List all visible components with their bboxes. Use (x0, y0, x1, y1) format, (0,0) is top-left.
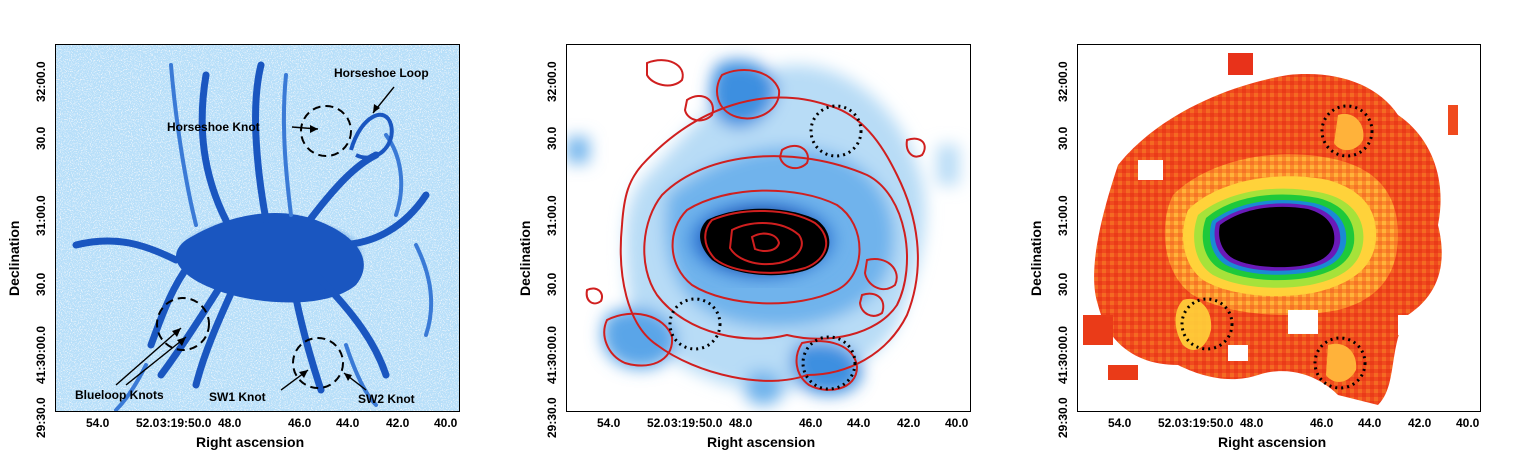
ytick: 31:00.0 (1056, 195, 1070, 236)
xtick: 40.0 (945, 416, 969, 430)
xtick: 3:19:50.0 (1182, 416, 1234, 430)
xtick: 46.0 (288, 416, 312, 430)
temperature-image (1077, 44, 1481, 412)
xtick: 44.0 (847, 416, 871, 430)
xtick: 42.0 (897, 416, 921, 430)
xtick: 48.0 (729, 416, 753, 430)
xtick: 40.0 (1456, 416, 1480, 430)
annotation-blueloop-knots: Blueloop Knots (75, 388, 164, 402)
xtick: 42.0 (1408, 416, 1432, 430)
xtick: 42.0 (386, 416, 410, 430)
xtick: 40.0 (434, 416, 458, 430)
xray-image (566, 44, 971, 412)
annotation-horseshoe-loop: Horseshoe Loop (334, 66, 429, 80)
halpha-image-svg (56, 45, 459, 411)
xtick: 52.0 (136, 416, 160, 430)
xtick: 54.0 (86, 416, 110, 430)
xtick: 3:19:50.0 (671, 416, 723, 430)
ytick: 41:30:00.0 (1056, 325, 1070, 384)
x-axis-label: Right ascension (196, 434, 305, 450)
y-axis-label: Declination (1028, 220, 1044, 296)
xtick: 46.0 (1310, 416, 1334, 430)
temperature-image-svg (1078, 45, 1480, 411)
annotation-horseshoe-knot: Horseshoe Knot (167, 120, 260, 134)
x-axis-label: Right ascension (1218, 434, 1327, 450)
annotation-sw1-knot: SW1 Knot (209, 390, 266, 404)
xtick: 3:19:50.0 (160, 416, 212, 430)
xray-image-svg (567, 45, 970, 411)
xtick: 44.0 (1358, 416, 1382, 430)
x-axis-label: Right ascension (707, 434, 816, 450)
halpha-image (55, 44, 460, 412)
xtick: 44.0 (336, 416, 360, 430)
xtick: 52.0 (1158, 416, 1182, 430)
ytick: 29:30.0 (1056, 397, 1070, 438)
annotation-sw2-knot: SW2 Knot (358, 392, 415, 406)
xtick: 48.0 (218, 416, 242, 430)
xtick: 48.0 (1240, 416, 1264, 430)
xtick: 46.0 (799, 416, 823, 430)
xtick: 54.0 (597, 416, 621, 430)
ytick: 32:00.0 (1056, 61, 1070, 102)
ytick: 30.0 (1056, 126, 1070, 150)
xtick: 54.0 (1108, 416, 1132, 430)
xtick: 52.0 (647, 416, 671, 430)
ytick: 30.0 (1056, 272, 1070, 296)
